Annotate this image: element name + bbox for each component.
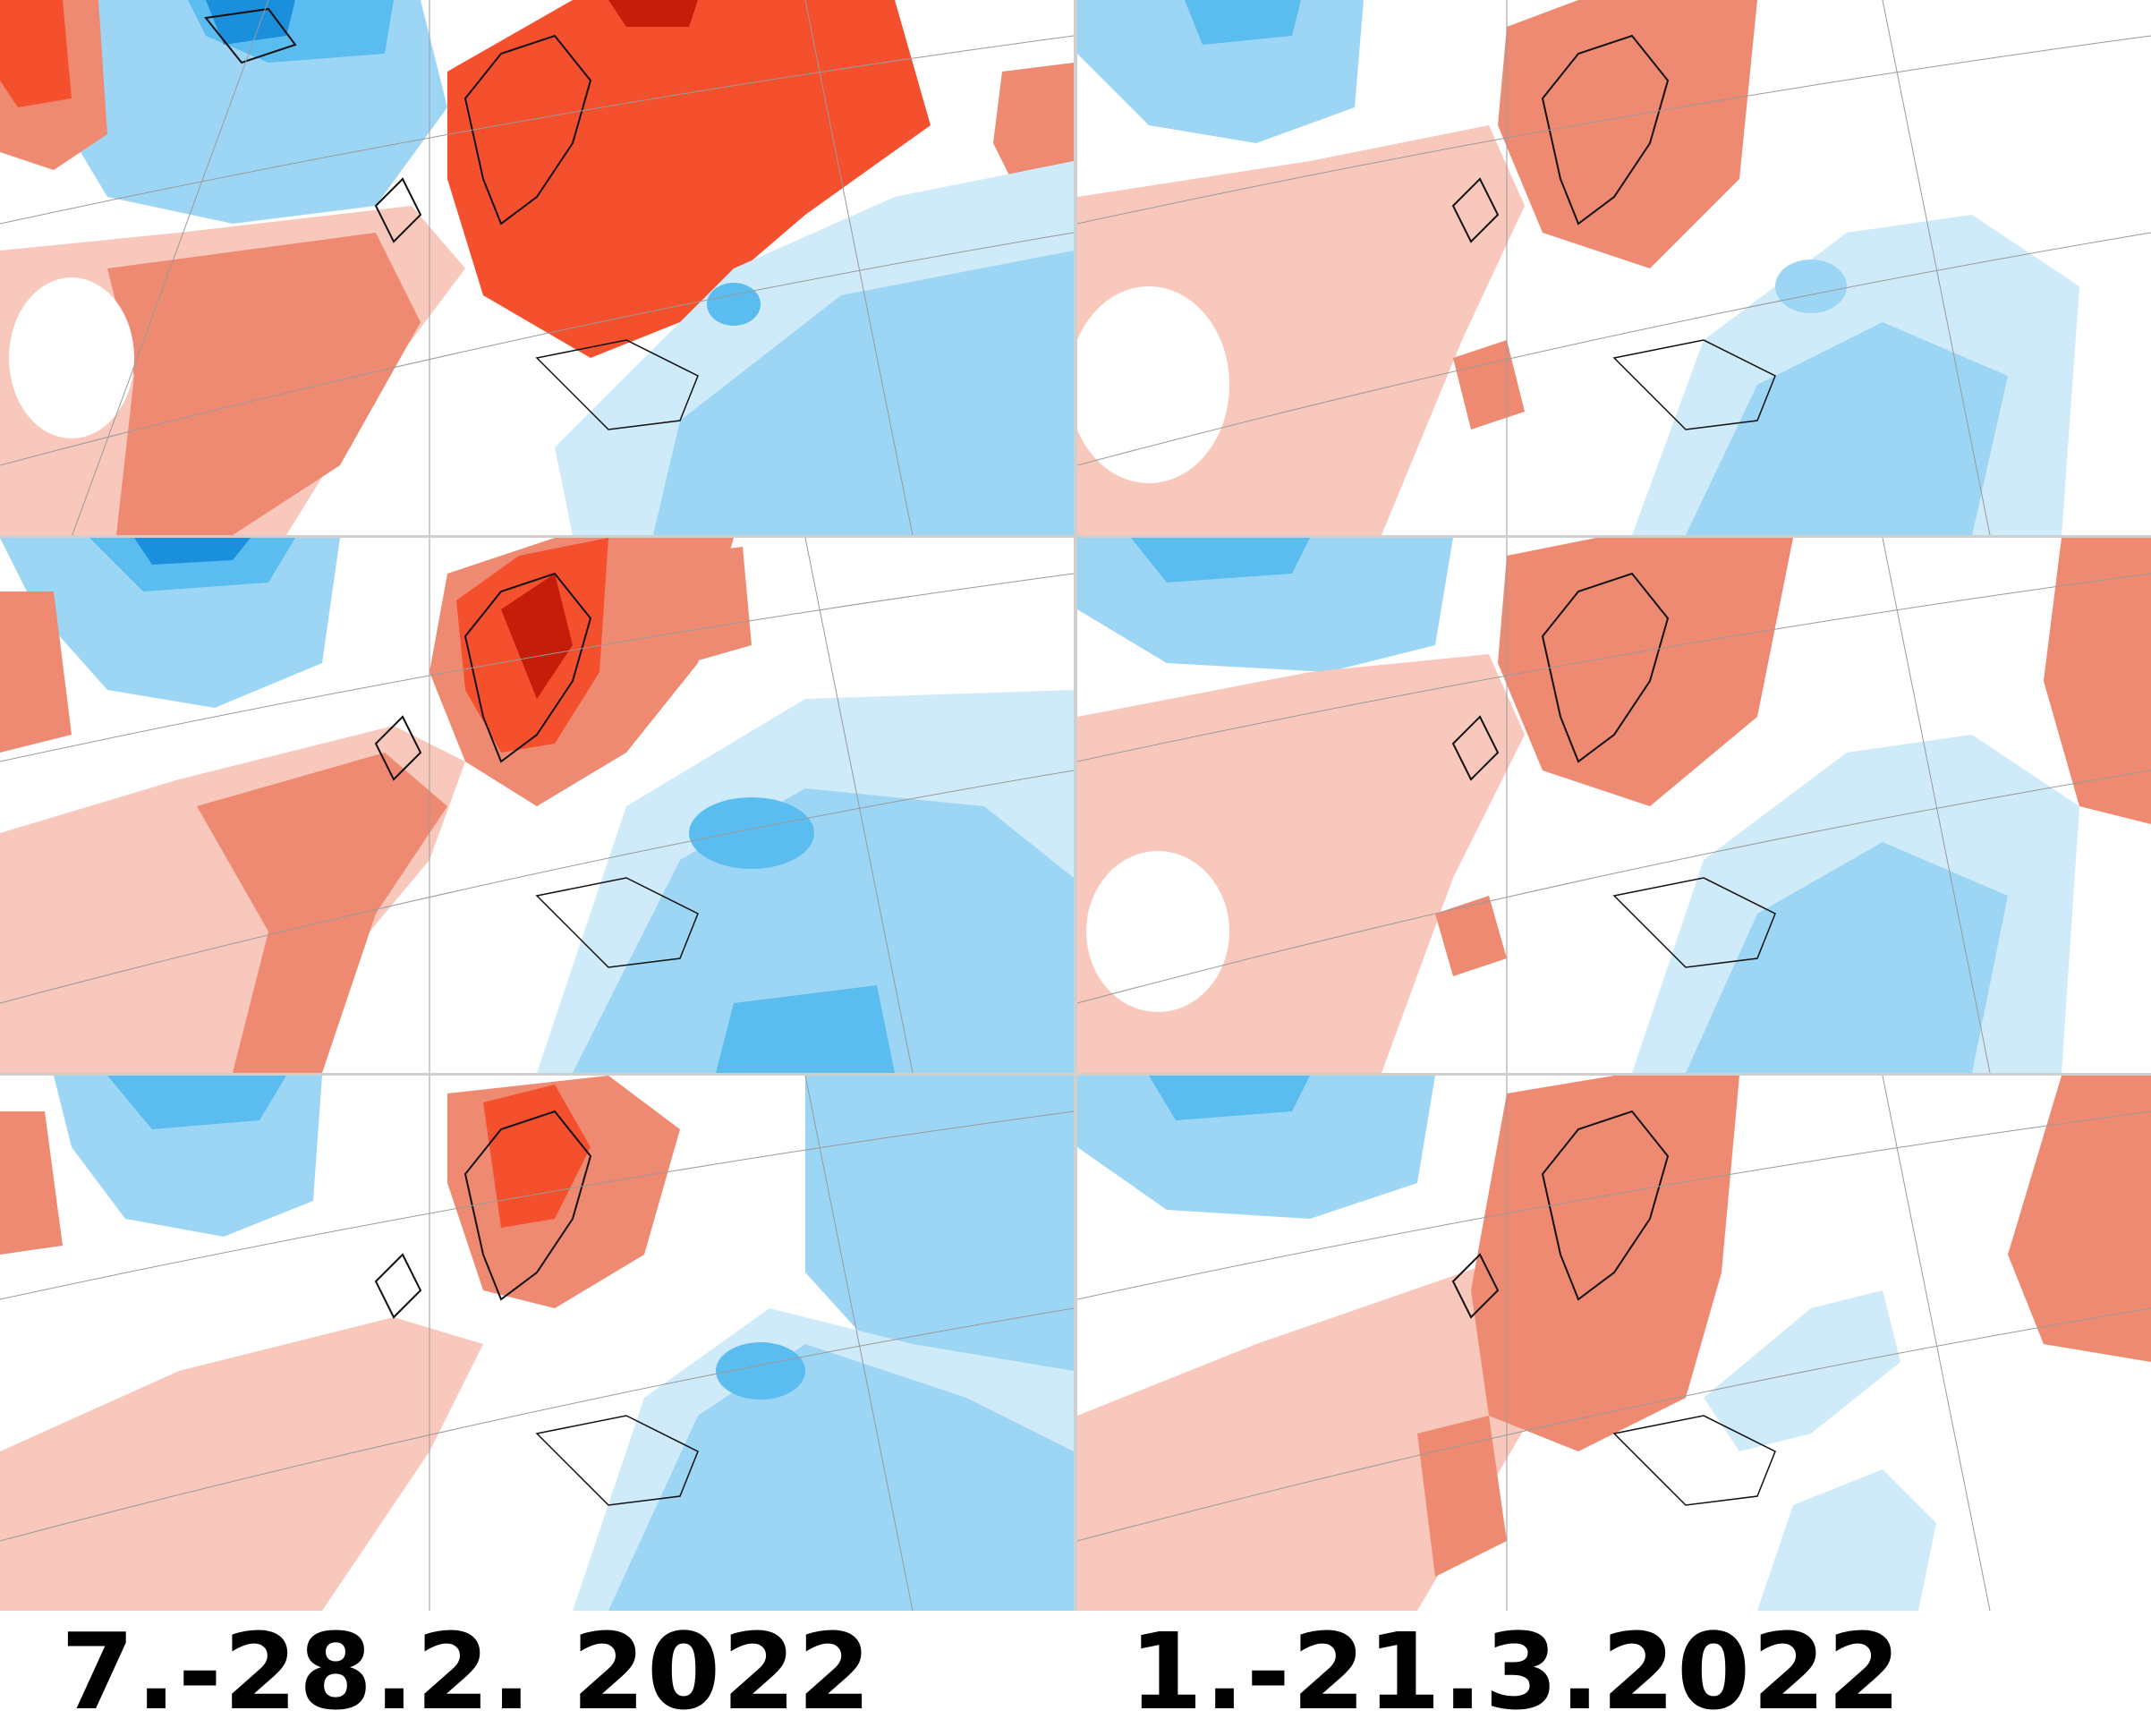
anomaly-map: [1077, 538, 2151, 1073]
anomaly-map: [1077, 0, 2151, 535]
map-panel-mar-week3: [1077, 1076, 2151, 1611]
anomaly-map: [0, 1076, 1074, 1611]
map-panel-feb-week1: [0, 0, 1074, 535]
period-label-february: 7.-28.2. 2022: [61, 1610, 873, 1733]
row-divider: [0, 535, 2151, 538]
map-panel-feb-week2: [0, 538, 1074, 1073]
anomaly-map: [0, 538, 1074, 1073]
map-panel-mar-week1: [1077, 0, 2151, 535]
anomaly-map: [1077, 1076, 2151, 1611]
column-divider: [1074, 0, 1077, 1611]
anomaly-map: [0, 0, 1074, 535]
period-label-march: 1.-21.3.2022: [1129, 1610, 1903, 1733]
map-panel-feb-week3: [0, 1076, 1074, 1611]
row-divider: [0, 1073, 2151, 1076]
map-panel-mar-week2: [1077, 538, 2151, 1073]
